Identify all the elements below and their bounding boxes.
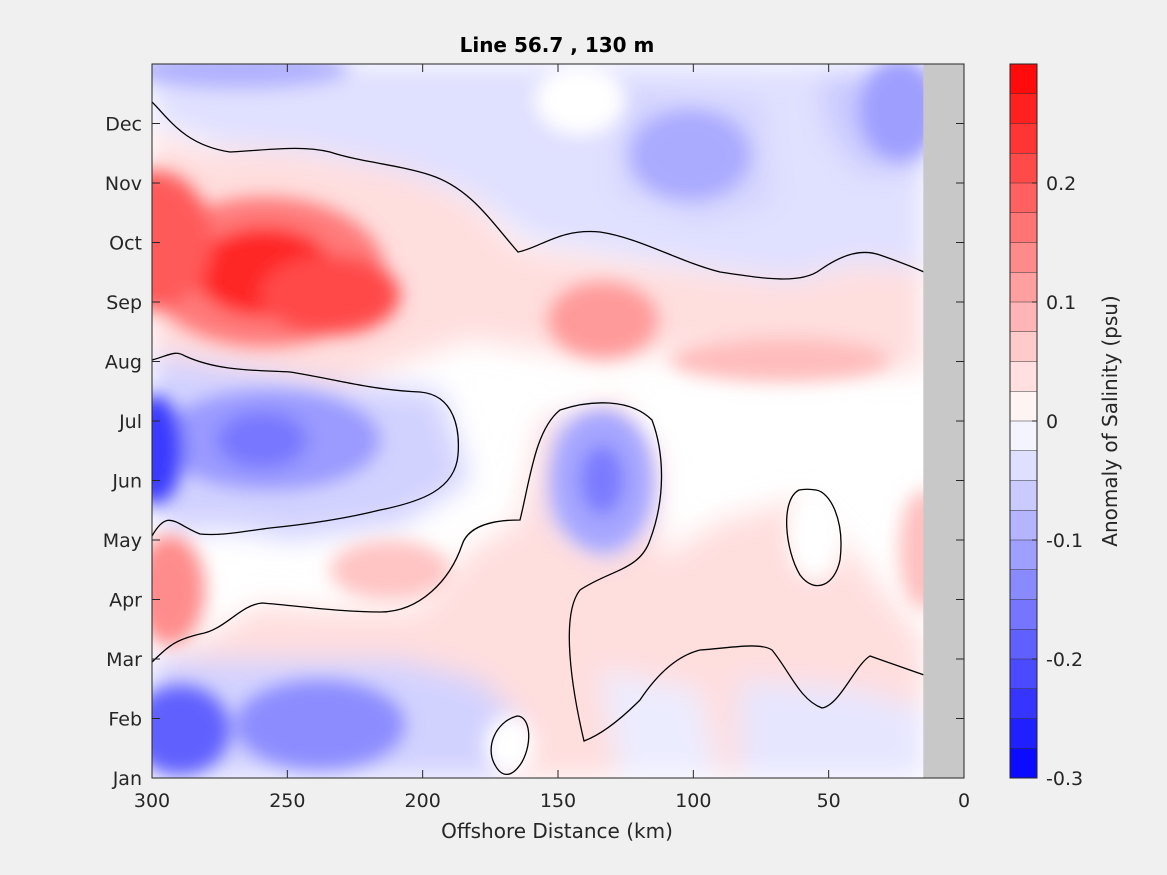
- plot-area: [151, 63, 965, 779]
- colorbar-level: [1010, 272, 1037, 303]
- y-axis: Jan Feb Mar Apr May Jun Jul Aug Sep Oct Nov Dec: [103, 114, 964, 790]
- x-tick-label: 100: [675, 790, 711, 812]
- colorbar-level: [1010, 599, 1037, 630]
- colorbar-level: [1010, 718, 1037, 749]
- colorbar-tick-label: 0: [1046, 411, 1058, 433]
- colorbar-level: [1010, 64, 1037, 95]
- colorbar-label: Anomaly of Salinity (psu): [1098, 295, 1122, 546]
- colorbar-level: [1010, 212, 1037, 243]
- x-tick-label: 250: [269, 790, 305, 812]
- colorbar-tick-label: -0.1: [1046, 530, 1083, 552]
- chart-title: Line 56.7 , 130 m: [460, 33, 655, 57]
- y-tick-label: Jun: [111, 471, 142, 493]
- y-tick-label: Oct: [109, 233, 142, 255]
- colorbar-level: [1010, 540, 1037, 571]
- colorbar-level: [1010, 629, 1037, 660]
- colorbar-level: [1010, 569, 1037, 600]
- x-tick-label: 50: [817, 790, 841, 812]
- colorbar-level: [1010, 391, 1037, 422]
- y-tick-label: Mar: [106, 649, 142, 671]
- colorbar-tick-label: 0.2: [1046, 173, 1076, 195]
- y-tick-label: Sep: [106, 292, 142, 314]
- colorbar-level: [1010, 302, 1037, 333]
- colorbar-level: [1010, 659, 1037, 690]
- colorbar: 0.2 0.1 0 -0.1 -0.2 -0.3 Anomaly of Salinity …: [1009, 63, 1122, 790]
- colorbar-level: [1010, 480, 1037, 511]
- y-tick-label: May: [103, 530, 142, 552]
- y-tick-label: Jan: [112, 768, 142, 790]
- colorbar-tick-label: -0.3: [1046, 768, 1083, 790]
- colorbar-level: [1010, 93, 1037, 124]
- colorbar-level: [1010, 361, 1037, 392]
- x-axis-label: Offshore Distance (km): [441, 819, 673, 843]
- colorbar-level: [1010, 688, 1037, 719]
- colorbar-level: [1010, 153, 1037, 184]
- colorbar-tick-label: -0.2: [1046, 649, 1083, 671]
- zero-contours: [152, 101, 924, 776]
- y-tick-label: Nov: [105, 173, 142, 195]
- y-tick-label: Jul: [118, 411, 142, 433]
- colorbar-steps: [1010, 63, 1037, 779]
- x-tick-label: 150: [540, 790, 576, 812]
- x-tick-label: 0: [958, 790, 970, 812]
- x-tick-label: 300: [134, 790, 170, 812]
- y-tick-label: Dec: [105, 114, 142, 136]
- colorbar-level: [1010, 331, 1037, 362]
- colorbar-level: [1010, 183, 1037, 214]
- colorbar-level: [1010, 748, 1037, 779]
- y-tick-label: Feb: [108, 709, 142, 731]
- colorbar-level: [1010, 123, 1037, 154]
- colorbar-level: [1010, 242, 1037, 273]
- colorbar-level: [1010, 510, 1037, 541]
- colorbar-level: [1010, 450, 1037, 481]
- y-tick-label: Aug: [105, 352, 142, 374]
- x-axis: 300 250 200 150 100 50 0: [134, 64, 970, 812]
- colorbar-tick-label: 0.1: [1046, 292, 1076, 314]
- y-tick-label: Apr: [109, 590, 142, 612]
- x-tick-label: 200: [405, 790, 441, 812]
- colorbar-ticks: 0.2 0.1 0 -0.1 -0.2 -0.3: [1032, 173, 1083, 790]
- colorbar-level: [1010, 421, 1037, 452]
- anomaly-field: [152, 64, 924, 778]
